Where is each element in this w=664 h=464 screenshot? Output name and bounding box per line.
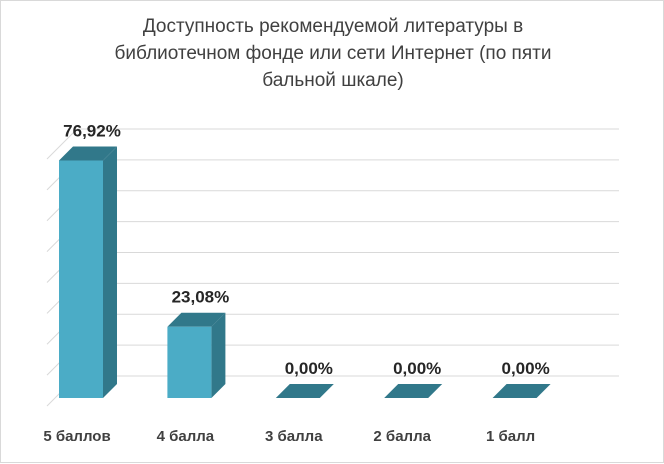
data-label: 23,08%: [172, 288, 230, 307]
bar-zero: [492, 384, 551, 398]
data-label: 76,92%: [63, 122, 121, 141]
label-1-point: 1 балл: [486, 428, 535, 445]
label-5-points: 5 баллов: [43, 428, 110, 445]
data-label: 0,00%: [501, 359, 549, 378]
chart-title: Доступность рекомендуемой литературы в б…: [61, 13, 605, 94]
gridline-depth: [46, 128, 78, 160]
label-4-points: 4 балла: [157, 428, 215, 445]
bar: [167, 326, 212, 398]
label-3-points: 3 балла: [265, 428, 323, 445]
bar-side: [211, 312, 226, 398]
chart-title-line-1: Доступность рекомендуемой литературы в: [142, 16, 524, 37]
bar-side: [103, 146, 117, 398]
data-label: 0,00%: [393, 359, 441, 378]
bar-zero: [275, 384, 334, 398]
chart-title-line-3: бальной шкале): [262, 70, 404, 91]
data-label: 0,00%: [285, 359, 333, 378]
bar-top: [167, 312, 226, 327]
bar-top: [59, 146, 117, 161]
label-2-points: 2 балла: [373, 428, 431, 445]
bar-zero: [384, 384, 443, 398]
chart-title-line-2: библиотечном фонде или сети Интернет (по…: [114, 43, 552, 64]
bar: [59, 160, 103, 398]
